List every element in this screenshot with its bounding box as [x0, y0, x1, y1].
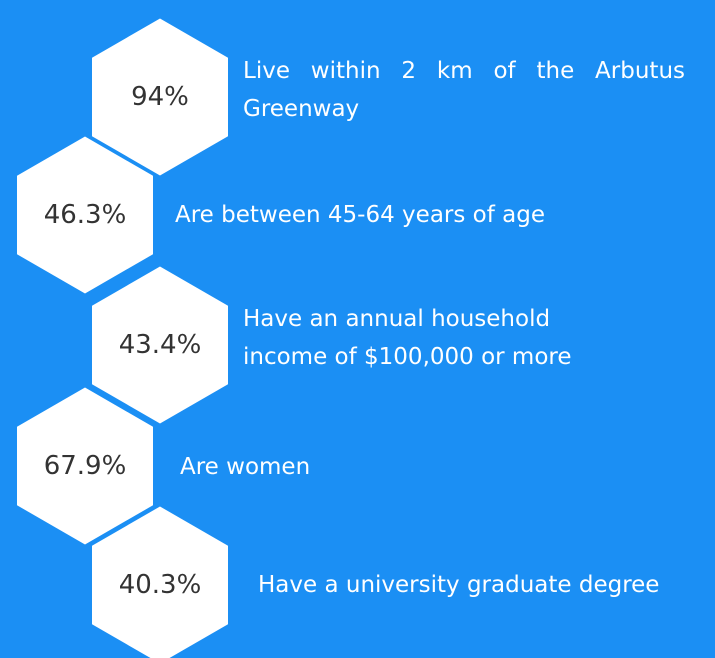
stat-value: 94% [131, 82, 189, 112]
stat-description: Are women [180, 454, 311, 480]
hexagon [17, 136, 153, 294]
stat-value: 46.3% [43, 200, 127, 230]
stat-value: 67.9% [43, 451, 127, 481]
stat-value: 40.3% [118, 570, 202, 600]
stat-description: Have a university graduate degree [258, 572, 660, 598]
hexagon [92, 506, 228, 658]
hexagon [92, 18, 228, 176]
stat-value: 43.4% [118, 330, 202, 360]
hexagon [92, 266, 228, 424]
hexagon [17, 387, 153, 545]
stat-description: Have an annual household income of $100,… [243, 306, 572, 370]
stat-description: Live within 2 km of the Arbutus Greenway [243, 58, 685, 122]
stat-description: Are between 45-64 years of age [175, 202, 545, 228]
